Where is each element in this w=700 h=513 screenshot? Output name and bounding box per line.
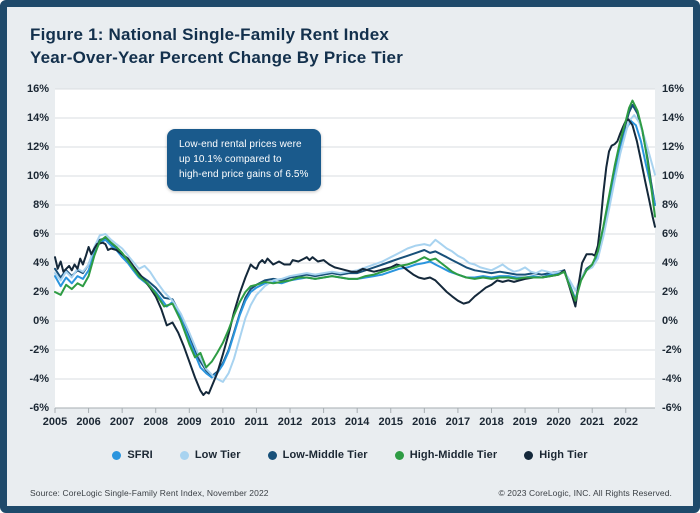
y-tick-label-right: 14%: [662, 112, 685, 124]
chart-canvas: [54, 88, 656, 413]
x-tick-label: 2012: [277, 416, 303, 428]
plot-background: [55, 89, 655, 408]
y-tick-label-left: 6%: [33, 228, 49, 240]
legend-label: Low Tier: [194, 449, 241, 461]
y-tick-label-right: 0%: [662, 315, 678, 327]
y-tick-label-left: -4%: [29, 373, 49, 385]
y-tick-label-left: 2%: [33, 286, 49, 298]
legend: SFRI Low Tier Low-Middle Tier High-Middle T…: [7, 449, 693, 461]
y-tick-label-left: 8%: [33, 199, 49, 211]
figure-title: Figure 1: National Single-Family Rent In…: [30, 24, 403, 69]
y-tick-label-left: 0%: [33, 315, 49, 327]
legend-item-high-middle-tier: High-Middle Tier: [394, 449, 498, 461]
x-tick-label: 2009: [177, 416, 202, 428]
x-tick-label: 2020: [546, 416, 571, 428]
series-line-high-tier: [54, 118, 656, 396]
legend-label: High-Middle Tier: [409, 449, 498, 461]
y-tick-label-right: -6%: [662, 402, 682, 414]
callout-box: Low-end rental prices were up 10.1% comp…: [167, 129, 321, 192]
x-tick-label: 2022: [613, 416, 639, 428]
x-tick-label: 2007: [109, 416, 135, 428]
figure-title-line1: Figure 1: National Single-Family Rent In…: [30, 25, 390, 44]
series-line-low-tier: [54, 114, 656, 383]
x-tick-label: 2006: [76, 416, 101, 428]
x-tick-label: 2017: [445, 416, 471, 428]
legend-label: Low-Middle Tier: [282, 449, 368, 461]
y-tick-label-right: 4%: [662, 257, 678, 269]
legend-dot-icon: [179, 450, 189, 460]
legend-label: SFRI: [127, 449, 153, 461]
legend-item-sfri: SFRI: [112, 449, 153, 461]
legend-item-low-middle-tier: Low-Middle Tier: [267, 449, 368, 461]
y-tick-label-left: 16%: [26, 83, 49, 95]
legend-label: High Tier: [539, 449, 588, 461]
x-tick-label: 2008: [143, 416, 168, 428]
series-line-high-middle-tier: [54, 99, 656, 369]
legend-dot-icon: [112, 450, 122, 460]
y-tick-label-right: 8%: [662, 199, 678, 211]
source-note: Source: CoreLogic Single-Family Rent Ind…: [30, 488, 269, 498]
callout-line-2: up 10.1% compared to: [179, 153, 282, 165]
legend-dot-icon: [394, 450, 404, 460]
x-tick-label: 2010: [210, 416, 236, 428]
copyright-note: © 2023 CoreLogic, INC. All Rights Reserv…: [498, 488, 672, 498]
x-tick-label: 2005: [42, 416, 68, 428]
x-tick-label: 2014: [344, 416, 370, 428]
chart-area: 16% 14% 12% 10% 8% 6% 4% 2% 0% -2% -4% -6% 16% 14% 12…: [7, 7, 693, 506]
y-tick-label-right: 2%: [662, 286, 678, 298]
y-tick-label-left: 4%: [33, 257, 49, 269]
x-tick-label: 2011: [244, 416, 269, 428]
legend-dot-icon: [524, 450, 534, 460]
y-tick-label-left: 10%: [26, 170, 49, 182]
y-tick-label-right: -4%: [662, 373, 682, 385]
y-tick-label-right: 10%: [662, 170, 685, 182]
y-tick-label-right: 6%: [662, 228, 678, 240]
callout-line-1: Low-end rental prices were: [179, 139, 302, 150]
legend-dot-icon: [267, 450, 277, 460]
legend-item-low-tier: Low Tier: [179, 449, 241, 461]
y-tick-label-right: -2%: [662, 344, 682, 356]
x-tick-label: 2013: [311, 416, 336, 428]
y-tick-label-left: -2%: [29, 344, 49, 356]
y-tick-label-right: 16%: [662, 83, 685, 95]
x-tick-label: 2016: [412, 416, 437, 428]
y-tick-label-left: 14%: [26, 112, 49, 124]
footer: Source: CoreLogic Single-Family Rent Ind…: [30, 488, 672, 498]
figure-title-line2: Year-Over-Year Percent Change By Price T…: [30, 47, 404, 67]
y-tick-label-left: -6%: [29, 402, 49, 414]
x-tick-label: 2019: [512, 416, 538, 428]
figure-content: Figure 1: National Single-Family Rent In…: [7, 7, 693, 506]
x-tick-label: 2021: [579, 416, 605, 428]
legend-item-high-tier: High Tier: [524, 449, 588, 461]
callout-line-3: high-end price gains of 6.5%: [179, 168, 309, 180]
x-tick-label: 2018: [479, 416, 504, 428]
x-tick-label: 2015: [378, 416, 403, 428]
y-tick-label-left: 12%: [26, 141, 49, 153]
y-tick-label-right: 12%: [662, 141, 685, 153]
